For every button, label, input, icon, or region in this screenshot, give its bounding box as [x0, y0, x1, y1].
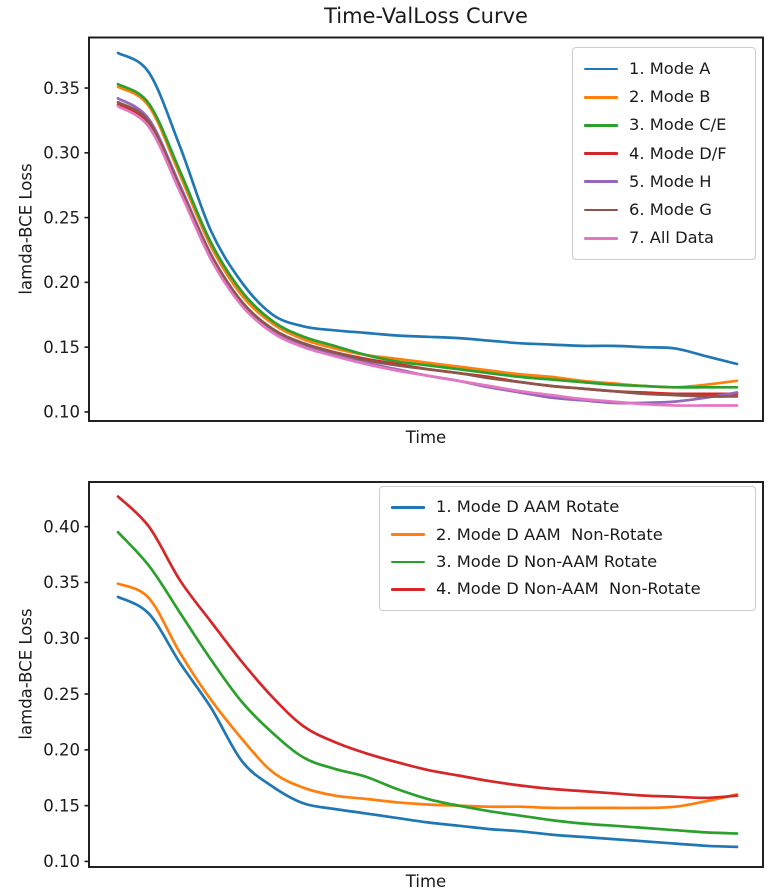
legend-line-swatch	[584, 236, 618, 240]
legend-label: 3. Mode D Non-AAM Rotate	[436, 551, 658, 571]
legend-label: 1. Mode A	[629, 58, 711, 78]
legend-line-swatch	[584, 208, 618, 212]
series-line-2-mode-d-aam-non-rotate	[116, 582, 739, 810]
chart-title: Time-ValLoss Curve	[324, 4, 528, 28]
legend-label: 6. Mode G	[629, 199, 712, 219]
y-axis-tick-label: 0.25	[43, 208, 80, 227]
legend-line-swatch	[391, 587, 425, 591]
y-axis-tick-label: 0.10	[43, 852, 80, 871]
legend-item-2-mode-b: 2. Mode B	[584, 83, 749, 111]
legend-label: 4. Mode D Non-AAM Non-Rotate	[436, 579, 701, 598]
legend-line-swatch	[391, 533, 425, 537]
legend-label: 4. Mode D/F	[629, 143, 727, 163]
bottom-chart-legend: 1. Mode D AAM Rotate 2. Mode D AAM Non-Ro…	[379, 486, 756, 611]
legend-label: 7. All Data	[629, 228, 714, 248]
legend-item-1-mode-a: 1. Mode A	[584, 55, 749, 83]
series-line-4-mode-d-non-aam-non-rotate	[116, 495, 739, 800]
legend-label: 3. Mode C/E	[629, 115, 727, 135]
legend-label: 2. Mode D AAM Non-Rotate	[436, 524, 663, 544]
legend-line-swatch	[584, 95, 618, 99]
top-chart-legend: 1. Mode A 2. Mode B 3. Mode C/E 4. Mode D/F…	[572, 47, 756, 261]
legend-item-1-mode-d-aam-rotate: 1. Mode D AAM Rotate	[391, 494, 749, 521]
series-line-3-mode-d-non-aam-rotate	[116, 530, 739, 835]
legend-item-6-mode-g: 6. Mode G	[584, 196, 749, 224]
bottom-axes-frame	[88, 481, 764, 868]
series-line-6-mode-g	[116, 100, 739, 398]
top-y-axis-label: lamda-BCE Loss	[16, 163, 36, 295]
y-axis-tick-label: 0.25	[43, 685, 80, 704]
legend-line-swatch	[584, 152, 618, 156]
legend-item-7-all-data: 7. All Data	[584, 224, 749, 252]
y-axis-tick-label: 0.40	[43, 517, 80, 536]
y-axis-tick-label: 0.10	[43, 403, 80, 422]
bottom-y-axis-label: lamda-BCE Loss	[16, 608, 36, 740]
legend-label: 1. Mode D AAM Rotate	[436, 497, 620, 517]
legend-item-4-mode-d-non-aam-non-rotate: 4. Mode D Non-AAM Non-Rotate	[391, 576, 749, 603]
legend-line-swatch	[584, 67, 618, 71]
y-axis-tick-label: 0.35	[43, 79, 80, 98]
legend-item-4-mode-d-f: 4. Mode D/F	[584, 140, 749, 168]
legend-line-swatch	[584, 124, 618, 127]
legend-label: 2. Mode B	[629, 87, 711, 107]
y-axis-tick-label: 0.30	[43, 144, 80, 163]
legend-item-3-mode-d-non-aam-rotate: 3. Mode D Non-AAM Rotate	[391, 548, 749, 575]
series-line-1-mode-a	[116, 51, 739, 366]
series-line-3-mode-c-e	[116, 82, 739, 389]
y-axis-tick-label: 0.30	[43, 629, 80, 648]
bottom-x-axis-label: Time	[405, 872, 447, 891]
y-axis-tick-label: 0.15	[43, 338, 80, 357]
legend-line-swatch	[391, 560, 425, 564]
legend-line-swatch	[391, 506, 425, 509]
y-axis-tick-label: 0.20	[43, 273, 80, 292]
legend-item-5-mode-h: 5. Mode H	[584, 168, 749, 196]
series-line-1-mode-d-aam-rotate	[116, 595, 739, 849]
top-x-axis-label: Time	[405, 428, 447, 447]
y-axis-tick-label: 0.15	[43, 796, 80, 815]
legend-label: 5. Mode H	[629, 171, 712, 191]
y-axis-tick-label: 0.35	[43, 573, 80, 592]
legend-line-swatch	[584, 180, 618, 184]
y-axis-tick-label: 0.20	[43, 741, 80, 760]
series-line-7-all-data	[116, 104, 739, 407]
legend-item-3-mode-c-e: 3. Mode C/E	[584, 111, 749, 139]
legend-item-2-mode-d-aam-non-rotate: 2. Mode D AAM Non-Rotate	[391, 521, 749, 548]
top-axes-frame	[88, 36, 764, 422]
